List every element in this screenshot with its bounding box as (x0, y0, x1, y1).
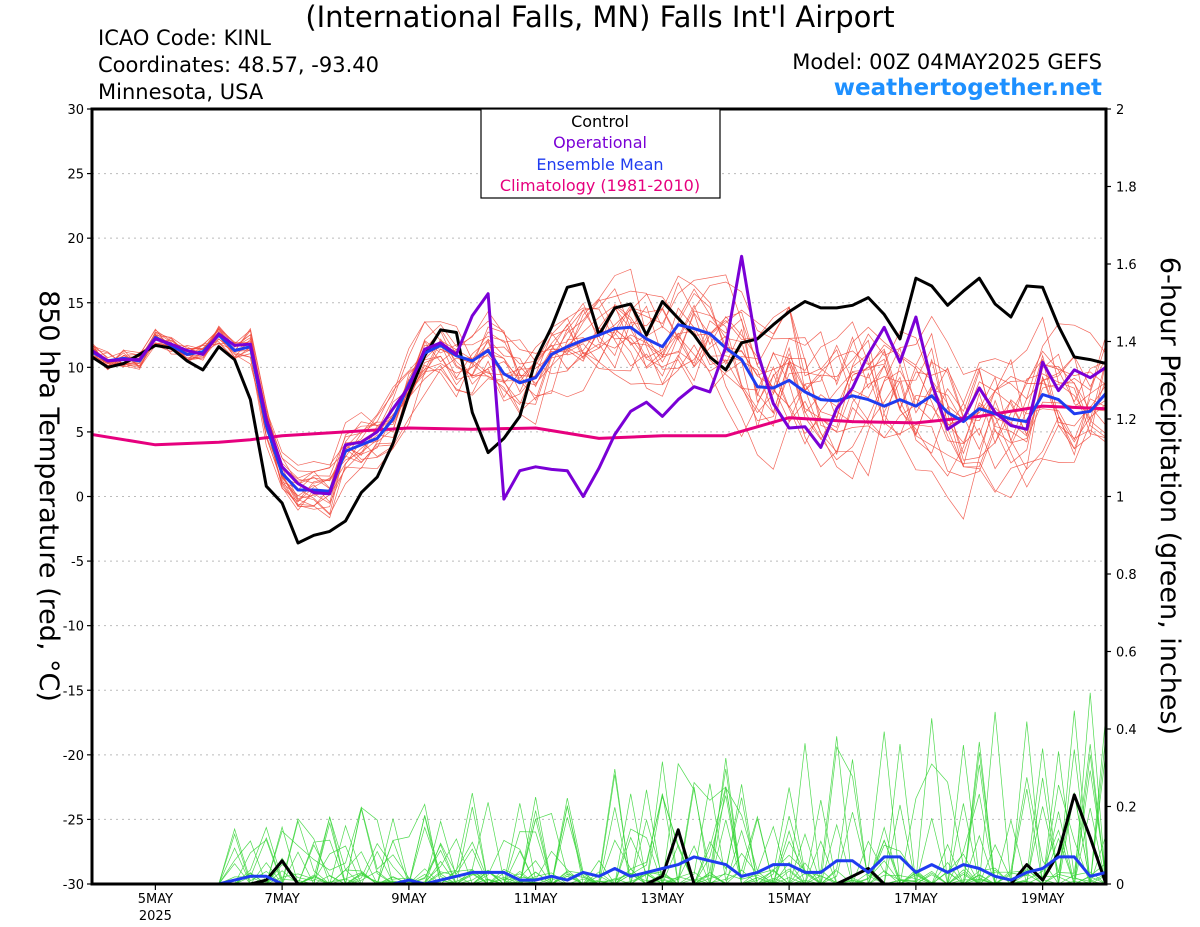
x-tick-label: 5MAY (138, 892, 173, 907)
chart-title: (International Falls, MN) Falls Int'l Ai… (305, 0, 895, 34)
left-tick-label: -20 (63, 749, 84, 764)
precip-member-line (92, 731, 1106, 884)
precip-member-line (92, 744, 1106, 884)
left-tick-label: -15 (63, 684, 84, 699)
plot-frame (90, 107, 1108, 886)
temp-member-line (92, 274, 1106, 516)
legend-climatology: Climatology (1981-2010) (500, 176, 700, 195)
legend-control: Control (571, 112, 629, 131)
precip-member-line (92, 752, 1106, 884)
main-series-lines (92, 254, 1106, 884)
right-tick-label: 1.6 (1116, 258, 1137, 273)
left-tick-label: 30 (67, 103, 84, 118)
right-axis-label: 6-hour Precipitation (green, inches) (1154, 257, 1185, 735)
precip-member-line (92, 718, 1106, 884)
right-tick-label: 1 (1116, 491, 1124, 506)
temp-member-line (92, 288, 1106, 511)
precip-member-line (92, 713, 1106, 884)
precip-member-line (92, 757, 1106, 884)
left-axis-label: 850 hPa Temperature (red, °C) (33, 290, 64, 702)
x-tick-label: 13MAY (641, 892, 685, 907)
x-tick-label: 7MAY (264, 892, 299, 907)
precip-member-line (92, 736, 1106, 884)
right-tick-label: 0.8 (1116, 568, 1137, 583)
temp-member-line (92, 304, 1106, 473)
right-tick-label: 1.2 (1116, 413, 1137, 428)
axes: 302520151050-5-10-15-20-25-3021.81.61.41… (63, 103, 1137, 924)
coordinates-label: Coordinates: 48.57, -93.40 (98, 53, 379, 77)
location-label: Minnesota, USA (98, 80, 264, 104)
precip-member-line (92, 762, 1106, 884)
left-tick-label: 20 (67, 232, 84, 247)
left-tick-label: 5 (76, 426, 84, 441)
ensemble-mean-precip-line (92, 855, 1106, 884)
left-tick-label: 15 (67, 297, 84, 312)
climatology-temp-line (92, 404, 1106, 447)
precip-member-line (92, 710, 1106, 884)
precip-member-line (92, 692, 1106, 884)
right-tick-label: 0.6 (1116, 646, 1137, 661)
right-tick-label: 0.4 (1116, 723, 1137, 738)
left-tick-label: -5 (71, 555, 84, 570)
legend-ensemble-mean: Ensemble Mean (536, 155, 663, 174)
left-tick-label: 10 (67, 361, 84, 376)
left-tick-label: -30 (63, 878, 84, 893)
left-tick-label: 25 (67, 168, 84, 183)
right-tick-label: 1.8 (1116, 181, 1137, 196)
x-tick-label: 11MAY (514, 892, 558, 907)
precip-member-line (92, 711, 1106, 884)
temp-member-line (92, 302, 1106, 491)
right-tick-label: 2 (1116, 103, 1124, 118)
temp-member-line (92, 281, 1106, 510)
left-tick-label: -10 (63, 620, 84, 635)
icao-code-label: ICAO Code: KINL (98, 26, 271, 50)
temp-member-line (92, 303, 1106, 503)
legend-operational: Operational (553, 133, 647, 152)
precip-member-line (92, 744, 1106, 884)
model-run-label: Model: 00Z 04MAY2025 GEFS (792, 50, 1102, 74)
grid-lines (92, 173, 1106, 820)
left-tick-label: 0 (76, 491, 84, 506)
x-tick-label: 19MAY (1021, 892, 1065, 907)
x-tick-label: 15MAY (767, 892, 811, 907)
right-tick-label: 0 (1116, 878, 1124, 893)
legend-box: Control Operational Ensemble Mean Climat… (480, 108, 721, 199)
operational-temp-line (92, 254, 1106, 501)
site-link[interactable]: weathertogether.net (833, 75, 1102, 101)
left-tick-label: -25 (63, 813, 84, 828)
x-tick-sublabel: 2025 (139, 909, 172, 924)
precip-member-line (92, 733, 1106, 884)
x-tick-label: 9MAY (391, 892, 426, 907)
temp-member-line (92, 305, 1106, 515)
x-tick-label: 17MAY (894, 892, 938, 907)
right-tick-label: 1.4 (1116, 336, 1137, 351)
ensemble-member-lines (92, 268, 1106, 884)
right-tick-label: 0.2 (1116, 801, 1137, 816)
